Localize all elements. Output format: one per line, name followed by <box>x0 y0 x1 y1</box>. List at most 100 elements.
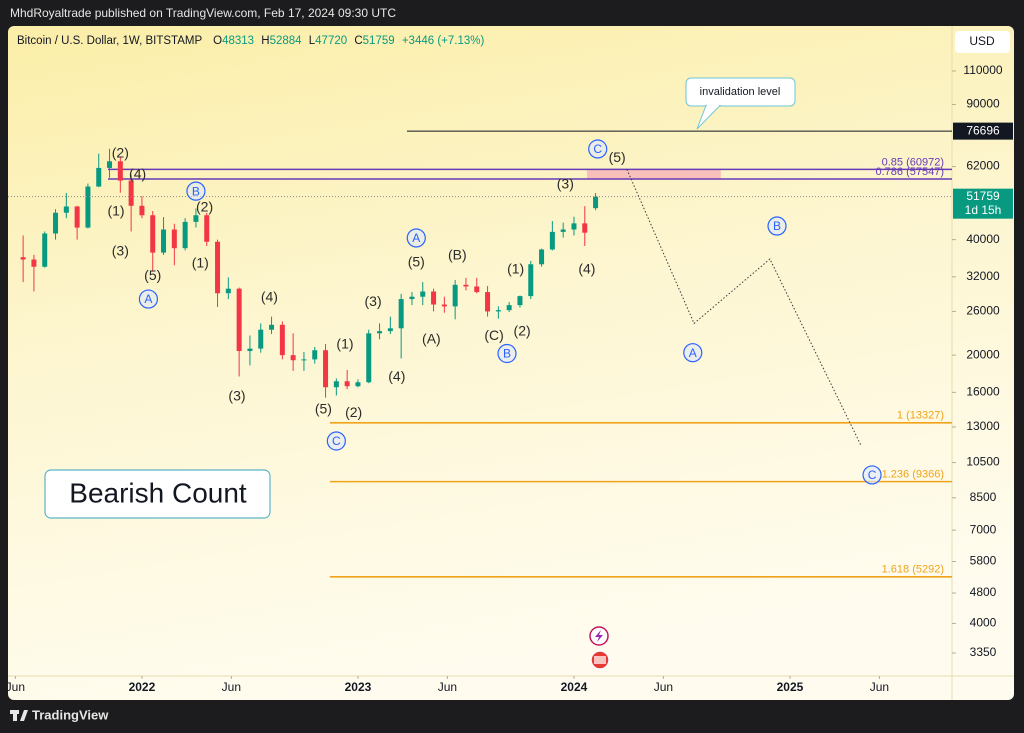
candle-body <box>495 310 501 312</box>
wave-label: B <box>773 219 781 233</box>
candle-body <box>549 231 555 250</box>
candle-body <box>85 186 91 228</box>
logo-part <box>20 710 28 721</box>
candle-body <box>215 241 221 294</box>
brand-name: TradingView <box>32 707 109 722</box>
candle-body <box>398 299 404 329</box>
invalidation-price: 76696 <box>966 123 1000 137</box>
fib-label: 1.236 (9366) <box>882 469 944 481</box>
axes: 110000 90000 62000 40000 32000 26000 20000 1600… <box>6 63 1013 694</box>
invalidation-price-box <box>953 122 1013 140</box>
y-tick-label: 90000 <box>966 97 1000 111</box>
wave-circle <box>497 343 517 364</box>
candle-body <box>571 223 577 230</box>
wave-label: (C) <box>484 327 503 343</box>
target-zone <box>586 169 721 179</box>
ohlc-letter: H <box>261 35 269 47</box>
wave-label: (3) <box>228 387 245 403</box>
candle-body <box>107 161 113 168</box>
wave-label: (4) <box>129 166 146 182</box>
y-tick-label: 62000 <box>966 159 1000 173</box>
candle-body <box>279 324 285 356</box>
candle-body <box>474 286 480 293</box>
plot-area: 0.85 (60972)0.786 (57547) 1 (13327) 1.236 … <box>8 130 952 578</box>
panel <box>8 26 1014 700</box>
x-tick-label: 2024 <box>561 680 588 694</box>
wave-label: (4) <box>261 289 278 305</box>
wave-label: (5) <box>144 267 161 283</box>
x-tick-label: Jun <box>222 680 241 694</box>
wave-label: (1) <box>507 260 524 276</box>
y-tick-label: 110000 <box>963 63 1002 77</box>
wave-circle <box>862 465 882 485</box>
wave-label: (2) <box>345 404 362 420</box>
x-tick-label: 2023 <box>345 680 372 694</box>
wave-label: (B) <box>448 247 467 263</box>
wave-label: (1) <box>192 255 209 271</box>
ohlc-letter: C <box>354 35 362 47</box>
wave-label: (4) <box>388 368 405 384</box>
publisher: MhdRoyaltrade published on TradingView.c… <box>10 6 396 20</box>
y-tick-label: 10500 <box>966 455 1000 469</box>
ohlc-value: 48313 <box>222 35 254 47</box>
y-tick-label: 7000 <box>970 522 997 536</box>
wave-label: (3) <box>365 293 382 309</box>
wave-label: (4) <box>578 260 595 276</box>
candle-body <box>74 206 80 228</box>
wave-label: C <box>868 468 877 482</box>
ohlc-letter: L <box>309 35 316 47</box>
brand: TradingView <box>10 707 109 722</box>
candle-body <box>593 196 599 209</box>
wave-label: (5) <box>609 149 626 165</box>
candle-body <box>128 180 134 206</box>
wave-circle <box>588 139 608 159</box>
flag-glyph <box>594 656 606 664</box>
candle-body <box>53 212 59 234</box>
wave-circle <box>406 228 426 248</box>
candle-body <box>517 296 523 306</box>
candle-body <box>431 291 437 305</box>
wave-label: (A) <box>422 331 441 347</box>
fib-label: 0.786 (57547) <box>876 166 945 178</box>
y-tick-label: 4800 <box>970 585 997 599</box>
candle-body <box>171 229 177 249</box>
wave-label: A <box>689 346 697 360</box>
wave-label: (3) <box>112 242 129 258</box>
y-tick-label: 13000 <box>966 419 1000 433</box>
candle-body <box>355 382 361 387</box>
fib-label: 1 (13327) <box>897 410 944 422</box>
candle-body <box>182 221 188 249</box>
projection-path <box>626 169 862 447</box>
candle-body <box>258 329 264 349</box>
wave-circle <box>138 289 159 309</box>
x-tick-label: 2022 <box>129 680 156 694</box>
currency: USD <box>969 34 995 48</box>
candle-body <box>333 381 339 388</box>
fib-label: 0.85 (60972) <box>882 156 944 168</box>
wave-label: (1) <box>107 203 124 219</box>
candle-body <box>225 288 231 294</box>
candle-body <box>539 249 545 265</box>
event-icon-glyph <box>595 630 603 642</box>
candle-body <box>387 328 393 332</box>
candle-body <box>323 350 329 388</box>
logo-part <box>13 710 17 721</box>
ohlc-value: 51759 <box>363 35 395 47</box>
change: +3446 (+7.13%) <box>402 35 485 47</box>
x-tick-label: Jun <box>438 680 457 694</box>
note: Bearish Count <box>69 477 247 508</box>
candle-body <box>301 359 307 361</box>
note-box <box>44 469 271 519</box>
fib-label: 1.618 (5292) <box>882 564 944 576</box>
candle-body <box>485 292 491 312</box>
candle-body <box>452 284 458 307</box>
ohlc-value: 47720 <box>315 35 347 47</box>
y-tick-label: 20000 <box>966 347 1000 361</box>
candle-body <box>96 167 102 187</box>
y-tick-label: 26000 <box>966 304 1000 318</box>
wave-label: (3) <box>557 175 574 191</box>
currency-box <box>955 31 1010 53</box>
wave-circle <box>326 431 346 451</box>
